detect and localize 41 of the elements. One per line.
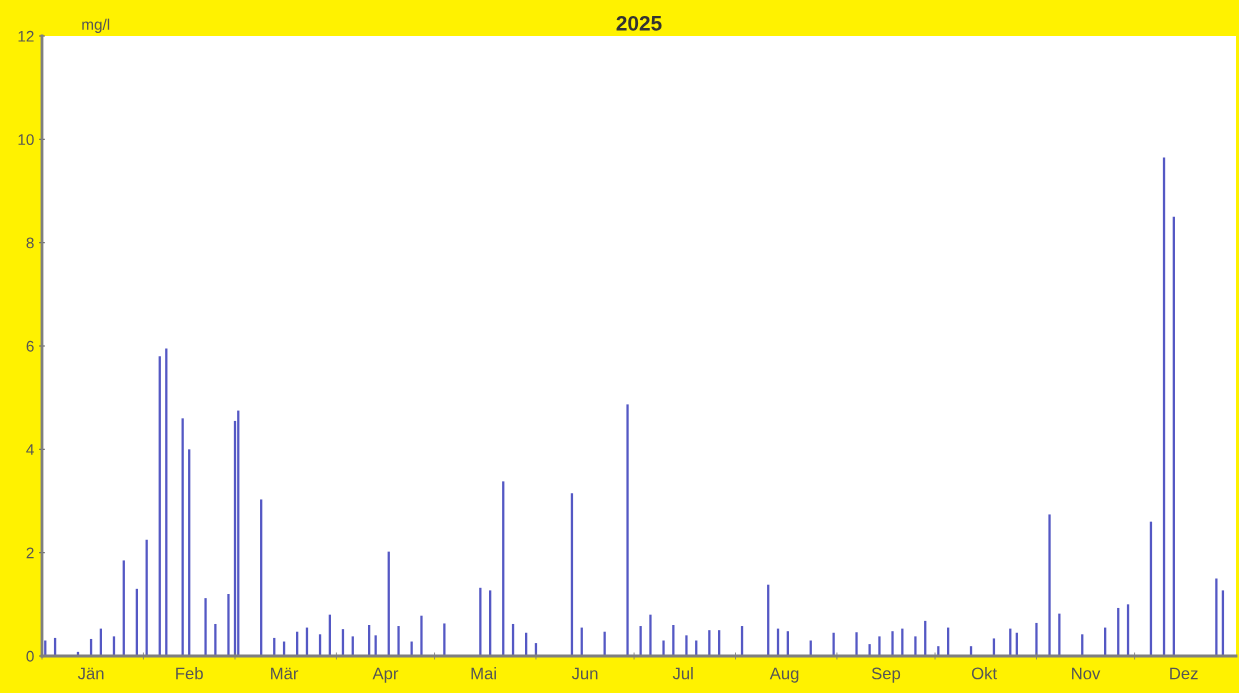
x-tick-label: Mär — [271, 667, 299, 680]
x-tick-label: Okt — [971, 667, 997, 680]
bar — [878, 636, 881, 656]
x-tick-label: Mai — [471, 667, 496, 680]
y-tick-label: 0 — [26, 650, 34, 662]
x-tick-label: Jän — [77, 667, 104, 680]
bar — [891, 631, 894, 656]
bar — [832, 632, 835, 656]
bar — [227, 594, 230, 656]
bar — [662, 640, 665, 656]
x-tick-label: Jun — [571, 667, 598, 680]
y-tick-label: 8 — [26, 237, 34, 249]
bar — [214, 623, 217, 656]
bar — [868, 644, 871, 656]
y-axis-title: mg/l — [82, 18, 110, 33]
bar — [685, 635, 688, 656]
y-tick-label: 4 — [26, 444, 34, 455]
x-tick-label: Apr — [372, 667, 399, 683]
y-tick-label: 2 — [26, 547, 34, 559]
y-tick-label: 12 — [18, 30, 34, 42]
x-tick-label: Nov — [1072, 667, 1101, 680]
bar — [914, 636, 917, 656]
y-tick-label: 6 — [26, 340, 34, 352]
y-tick-label: 10 — [18, 134, 34, 146]
bar — [204, 598, 207, 656]
bar — [1215, 578, 1218, 656]
x-tick-label: Sep — [871, 667, 901, 683]
x-tick-label: Jul — [672, 667, 693, 680]
chart-title: 2025 — [616, 15, 662, 31]
bar — [397, 626, 400, 656]
bar — [443, 623, 446, 656]
x-tick-label: Feb — [176, 667, 203, 680]
bar — [855, 632, 858, 656]
bar — [639, 626, 642, 656]
x-tick-label: Aug — [769, 667, 799, 683]
bar — [649, 614, 652, 656]
bar — [626, 404, 629, 656]
bar — [1035, 622, 1038, 656]
bar — [420, 615, 423, 656]
bar — [1048, 514, 1051, 656]
x-tick-label: Dez — [1170, 667, 1198, 680]
